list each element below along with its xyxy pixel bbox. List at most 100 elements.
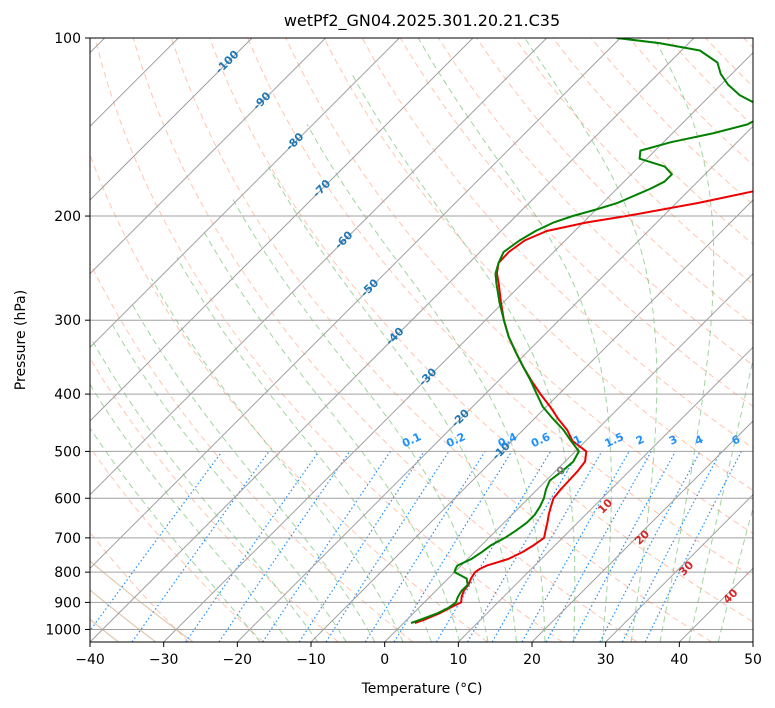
x-axis: −40 −30 −20 −10 0 10 20 30 40 50 bbox=[75, 642, 762, 668]
dry-adiabat bbox=[323, 38, 753, 492]
x-tick-label: −40 bbox=[75, 652, 105, 668]
moist-adiabat bbox=[176, 257, 432, 642]
moist-adiabat bbox=[653, 38, 715, 642]
isotherm-line bbox=[236, 125, 753, 642]
dry-adiabat bbox=[743, 38, 753, 49]
mixing-ratio-line bbox=[393, 451, 513, 642]
dry-adiabat bbox=[285, 38, 753, 535]
isotherm-line bbox=[310, 199, 753, 642]
dewpoint-line bbox=[410, 38, 753, 624]
moist-adiabat-label: 30 bbox=[676, 558, 696, 578]
x-axis-label: Temperature (°C) bbox=[361, 681, 483, 697]
x-tick-label: 50 bbox=[744, 652, 762, 668]
mixing-ratio-line bbox=[521, 451, 630, 642]
mixing-ratio-label: 2 bbox=[634, 433, 646, 448]
dry-adiabat bbox=[90, 357, 339, 642]
y-tick-label: 400 bbox=[54, 387, 81, 403]
dry-adiabat bbox=[132, 38, 638, 642]
mixing-ratio-line bbox=[298, 451, 425, 642]
y-tick-label: 800 bbox=[54, 565, 81, 581]
moist-adiabat bbox=[111, 324, 347, 642]
moist-adiabat bbox=[351, 73, 576, 642]
isotherm-line bbox=[163, 51, 753, 642]
moist-adiabat bbox=[90, 383, 290, 642]
mixing-ratio-line bbox=[90, 451, 223, 632]
isotherm-line bbox=[678, 567, 753, 642]
mixing-ratio-label: 0.6 bbox=[529, 430, 552, 450]
mixing-ratio-label: 0.2 bbox=[444, 430, 467, 450]
dry-adiabat bbox=[90, 261, 414, 642]
moist-adiabat bbox=[130, 302, 376, 642]
dry-adiabat bbox=[90, 153, 488, 642]
temperature-line bbox=[414, 190, 753, 624]
isotherm-line bbox=[90, 38, 400, 349]
isotherm-line bbox=[90, 38, 548, 496]
moist-adiabat bbox=[417, 38, 612, 642]
mixing-ratio-line bbox=[325, 451, 450, 642]
moist-adiabat bbox=[230, 195, 489, 642]
mixing-ratio-label: 4 bbox=[693, 433, 706, 448]
isotherm-line bbox=[457, 346, 753, 642]
y-tick-label: 500 bbox=[54, 444, 81, 460]
y-tick-label: 100 bbox=[54, 31, 81, 47]
moist-adiabat bbox=[717, 506, 753, 642]
dry-adiabat bbox=[705, 38, 753, 88]
x-tick-label: −10 bbox=[296, 652, 326, 668]
mixing-ratio-line bbox=[262, 451, 391, 642]
y-tick-label: 900 bbox=[54, 595, 81, 611]
dry-adiabat bbox=[90, 446, 264, 642]
x-tick-label: −20 bbox=[223, 652, 253, 668]
y-axis: 100 200 300 400 500 600 700 800 900 1000 bbox=[45, 31, 90, 638]
chart-title: wetPf2_GN04.2025.301.20.21.C35 bbox=[284, 11, 560, 31]
dry-adiabat bbox=[94, 38, 563, 642]
isotherm-line bbox=[90, 38, 327, 275]
dry-adiabat bbox=[247, 38, 753, 578]
dry-adiabat bbox=[170, 38, 712, 642]
dry-adiabat bbox=[476, 38, 753, 326]
dry-adiabat bbox=[590, 38, 753, 206]
mixing-ratio-label: 8 bbox=[759, 433, 771, 448]
isotherm-line bbox=[605, 493, 753, 642]
mixing-ratio-line bbox=[572, 451, 677, 642]
moist-adiabat bbox=[306, 124, 546, 642]
mixing-ratio-label: 0.4 bbox=[496, 430, 519, 450]
x-tick-label: 20 bbox=[523, 652, 541, 668]
dry-adiabat bbox=[667, 38, 753, 127]
isotherm-line bbox=[531, 420, 753, 642]
x-tick-label: 30 bbox=[597, 652, 615, 668]
plot-frame bbox=[89, 37, 754, 643]
isotherm-line bbox=[384, 272, 753, 642]
isotherm-line bbox=[90, 38, 621, 570]
y-tick-label: 600 bbox=[54, 491, 81, 507]
mixing-ratio-label: 0.1 bbox=[400, 430, 423, 450]
x-tick-label: 10 bbox=[449, 652, 467, 668]
y-tick-label: 300 bbox=[54, 313, 81, 329]
mixing-ratio-label: 3 bbox=[667, 433, 679, 448]
x-tick-label: 40 bbox=[670, 652, 688, 668]
mixing-ratio-line bbox=[218, 451, 351, 642]
moist-adiabat bbox=[201, 228, 461, 642]
mixing-ratio-line bbox=[435, 451, 552, 642]
background-lines bbox=[90, 38, 753, 642]
y-tick-label: 1000 bbox=[45, 622, 81, 638]
y-tick-label: 700 bbox=[54, 531, 81, 547]
x-tick-label: −30 bbox=[149, 652, 179, 668]
mixing-ratio-line bbox=[364, 451, 486, 642]
moist-adiabat bbox=[524, 38, 658, 642]
y-axis-label: Pressure (hPa) bbox=[13, 290, 29, 390]
mixing-ratio-line bbox=[545, 451, 652, 642]
moist-adiabat bbox=[150, 278, 404, 642]
mixing-ratio-label: 6 bbox=[730, 433, 743, 448]
isotherm-line bbox=[90, 38, 253, 201]
mixing-ratio-line bbox=[644, 451, 743, 642]
dry-adiabat bbox=[437, 38, 753, 366]
special-adiabat bbox=[90, 589, 157, 642]
isotherm-line bbox=[752, 641, 753, 642]
y-tick-label: 200 bbox=[54, 209, 81, 225]
moist-adiabat bbox=[688, 356, 753, 642]
moist-adiabat-label: 20 bbox=[632, 527, 652, 547]
dry-adiabat bbox=[209, 38, 753, 623]
mixing-ratio-line bbox=[185, 451, 320, 642]
isotherm-line bbox=[90, 38, 695, 642]
